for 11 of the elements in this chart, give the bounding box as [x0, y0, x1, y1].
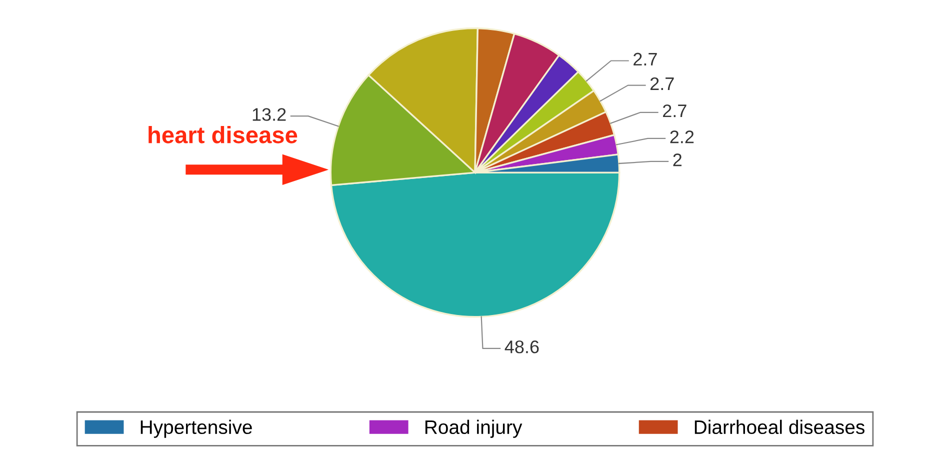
legend-label: Diarrhoeal diseases [694, 420, 864, 434]
data-label: 2.7 [663, 104, 686, 118]
data-label: 48.6 [504, 340, 539, 354]
data-label: 13.2 [252, 108, 286, 121]
data-label: 2.2 [670, 130, 694, 144]
data-label: 2.7 [634, 52, 657, 66]
data-label: 2 [673, 154, 682, 166]
legend-label: Road injury [425, 420, 522, 438]
text: heart disease [148, 126, 298, 144]
legend-label: Hypertensive [140, 420, 252, 438]
data-label: 2.7 [650, 77, 674, 90]
